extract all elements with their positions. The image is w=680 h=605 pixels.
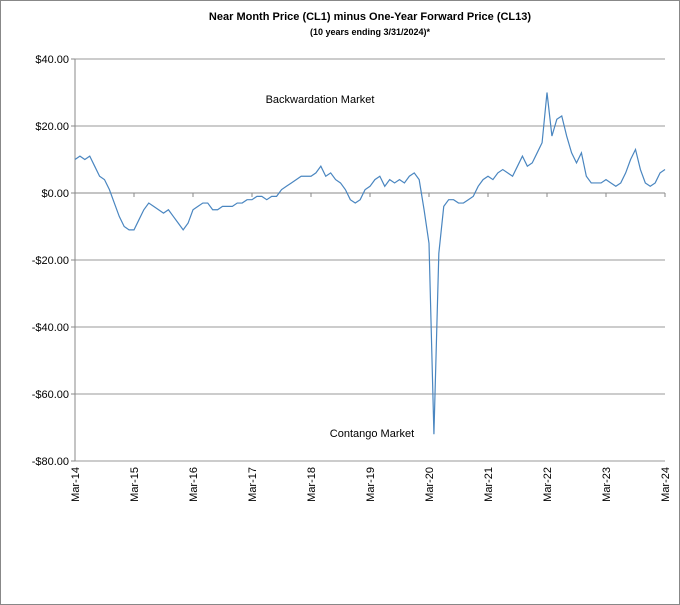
x-tick-label: Mar-20 — [424, 467, 436, 502]
y-tick-label: -$60.00 — [32, 389, 69, 401]
chart-subtitle: (10 years ending 3/31/2024)* — [310, 27, 431, 37]
x-tick-label: Mar-22 — [542, 467, 554, 502]
x-tick-label: Mar-16 — [188, 467, 200, 502]
x-tick-label: Mar-19 — [365, 467, 377, 502]
x-tick-label: Mar-14 — [70, 467, 82, 502]
annotation: Contango Market — [330, 428, 414, 440]
data-line — [74, 92, 666, 435]
x-tick-label: Mar-15 — [129, 467, 141, 502]
x-tick-label: Mar-18 — [306, 467, 318, 502]
annotation: Backwardation Market — [266, 94, 375, 106]
x-tick-label: Mar-21 — [483, 467, 495, 502]
y-tick-label: -$20.00 — [32, 255, 69, 267]
y-tick-label: -$80.00 — [32, 456, 69, 468]
y-tick-label: $20.00 — [35, 121, 69, 133]
x-tick-label: Mar-24 — [660, 467, 672, 502]
x-tick-label: Mar-23 — [601, 467, 613, 502]
y-tick-label: -$40.00 — [32, 322, 69, 334]
y-tick-label: $40.00 — [35, 54, 69, 66]
x-tick-label: Mar-17 — [247, 467, 259, 502]
y-tick-label: $0.00 — [41, 188, 69, 200]
chart-title: Near Month Price (CL1) minus One-Year Fo… — [209, 11, 531, 23]
